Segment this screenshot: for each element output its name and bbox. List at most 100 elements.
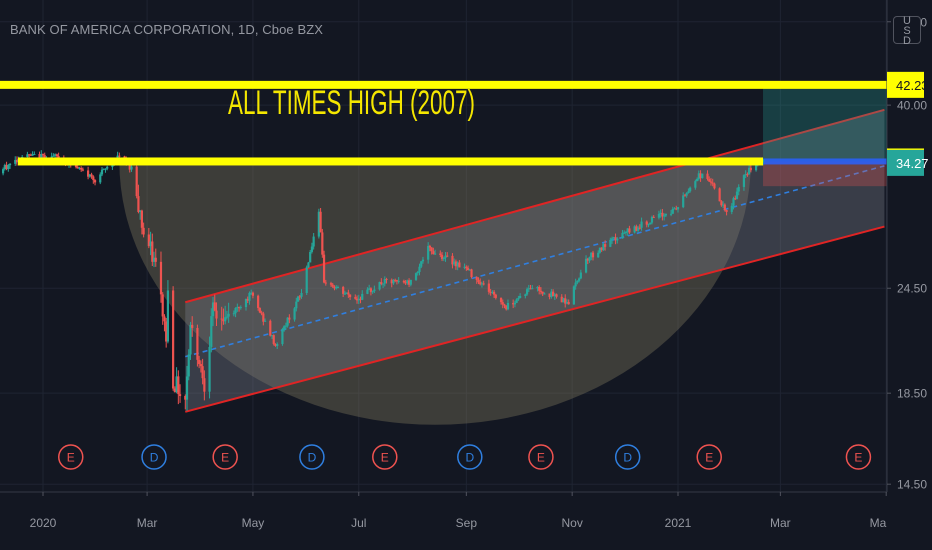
candle-body (697, 173, 700, 179)
event-label: E (221, 451, 229, 465)
earnings-event-marker[interactable]: E (845, 444, 872, 470)
price-label: 34.27 (887, 149, 929, 176)
candle-body (199, 364, 202, 367)
candle-body (361, 293, 364, 300)
candle-body (52, 155, 55, 157)
candle-body (329, 283, 333, 285)
dividend-event-marker[interactable]: D (299, 444, 325, 470)
candle-body (317, 211, 320, 237)
candle-body (312, 236, 315, 247)
candle-body (661, 212, 664, 217)
candle-body (708, 178, 711, 182)
candle-body (576, 280, 579, 283)
event-circle (299, 444, 325, 470)
candle-body (281, 328, 284, 345)
candle-body (742, 175, 746, 187)
candle-body (198, 359, 201, 365)
candle-body (586, 258, 589, 261)
event-circle (696, 444, 722, 470)
candle-body (270, 335, 274, 337)
candle-body (624, 231, 628, 233)
earnings-event-marker[interactable]: E (372, 444, 398, 470)
earnings-event-marker[interactable]: E (58, 444, 84, 470)
candle-body (54, 154, 57, 156)
candle-body (505, 305, 508, 310)
candle-body (600, 247, 603, 251)
candle-body (553, 294, 556, 297)
candle-body (151, 241, 154, 262)
candle-body (604, 244, 607, 247)
candle-body (319, 211, 322, 233)
dividend-event-marker[interactable]: D (614, 444, 641, 470)
candle-body (395, 280, 399, 282)
candle-body (300, 292, 303, 297)
candle-body (208, 346, 211, 392)
event-label: E (67, 451, 75, 465)
candle-body (663, 215, 666, 217)
candle-body (494, 294, 497, 298)
candle-body (237, 307, 241, 309)
candle-body (140, 210, 143, 228)
candle-body (130, 166, 133, 170)
earnings-event-marker[interactable]: E (212, 444, 238, 470)
candle-body (258, 307, 261, 313)
candle-body (220, 318, 223, 320)
candle-body (371, 291, 374, 293)
dividend-event-marker[interactable]: D (141, 444, 167, 470)
dividend-event-marker[interactable]: D (457, 444, 483, 470)
event-label: D (150, 451, 159, 465)
candle-body (730, 205, 733, 212)
candle-body (564, 298, 567, 304)
candle-body (718, 188, 721, 202)
price-label: 42.23 (887, 71, 929, 98)
event-circle (141, 444, 167, 470)
candle-body (649, 222, 652, 225)
candle-body (578, 278, 581, 281)
candle-body (706, 173, 709, 179)
candle-body (687, 191, 690, 193)
price-label-text: 34.27 (896, 156, 929, 171)
earnings-event-marker[interactable]: E (696, 444, 722, 470)
candle-body (567, 302, 570, 305)
time-tick-label: May (242, 516, 265, 530)
candle-body (322, 254, 326, 283)
candle-body (236, 307, 239, 309)
candle-body (744, 174, 747, 176)
candle-body (463, 266, 466, 268)
candle-body (161, 294, 164, 317)
candle-body (80, 167, 83, 170)
candle-body (149, 241, 152, 247)
candle-body (373, 289, 376, 292)
event-label: E (537, 451, 545, 465)
candle-body (538, 286, 541, 291)
candle-body (295, 301, 298, 309)
event-label: E (705, 451, 713, 465)
candle-body (324, 282, 327, 284)
candle-body (640, 221, 643, 228)
candle-body (531, 288, 534, 290)
candle-body (81, 169, 85, 171)
candle-body (90, 174, 93, 177)
candle-body (147, 234, 150, 247)
resistance-line (18, 157, 764, 166)
candle-body (368, 288, 371, 290)
candle-body (645, 221, 648, 225)
candle-body (357, 298, 360, 301)
candle-body (224, 317, 227, 322)
candle-body (348, 294, 352, 298)
candle-body (628, 228, 631, 233)
candle-body (414, 273, 418, 280)
candle-body (430, 247, 433, 252)
candle-body (29, 154, 32, 156)
candle-body (189, 324, 192, 355)
currency-button[interactable]: USD (893, 15, 921, 45)
earnings-event-marker[interactable]: E (528, 444, 554, 470)
position-stop-zone (763, 161, 897, 187)
price-tick-label: 24.50 (897, 282, 927, 296)
time-tick-label: Mar (137, 516, 158, 530)
candle-body (475, 277, 478, 280)
price-tick-label: 18.50 (897, 387, 927, 401)
candle-body (55, 154, 58, 157)
